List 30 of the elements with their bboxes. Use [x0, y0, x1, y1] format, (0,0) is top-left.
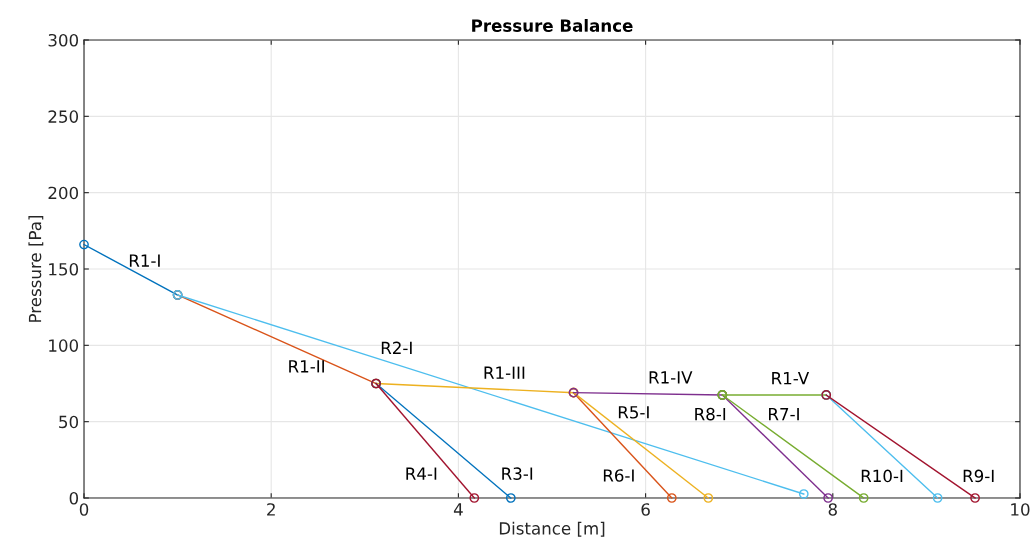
- x-tick-label: 6: [641, 503, 650, 516]
- y-axis-title: Pressure [Pa]: [28, 215, 44, 322]
- x-axis-title: Distance [m]: [499, 521, 605, 537]
- y-tick-label: 250: [48, 110, 79, 123]
- series-label: R4-I: [406, 467, 437, 480]
- series-label: R3-I: [502, 467, 533, 480]
- series-label: R2-I: [381, 341, 412, 354]
- x-tick-label: 0: [79, 503, 89, 516]
- series-label: R6-I: [603, 469, 634, 482]
- series-label: R5-I: [618, 406, 649, 419]
- x-tick-label: 4: [453, 503, 463, 516]
- y-tick-label: 150: [49, 262, 79, 276]
- y-tick-label: 100: [49, 339, 79, 352]
- series-label: R8-I: [695, 407, 726, 421]
- series-label: R9-I: [963, 469, 994, 483]
- series-label: R1-III: [484, 366, 525, 379]
- x-tick-label: 8: [828, 503, 837, 516]
- series-label: R10-I: [861, 469, 903, 483]
- series-label: R1-V: [772, 372, 810, 385]
- chart-title: Pressure Balance: [472, 19, 633, 32]
- series-label: R1-IV: [649, 371, 693, 384]
- series-label: R7-I: [769, 408, 799, 421]
- y-tick-label: 50: [59, 415, 79, 429]
- series-label: R1-II: [289, 360, 324, 373]
- series-label: R1-I: [129, 254, 160, 267]
- x-tick-label: 10: [1011, 503, 1030, 516]
- y-tick-label: 0: [69, 491, 79, 505]
- y-tick-label: 300: [48, 33, 79, 47]
- x-tick-label: 2: [267, 503, 275, 516]
- y-tick-label: 200: [48, 186, 79, 200]
